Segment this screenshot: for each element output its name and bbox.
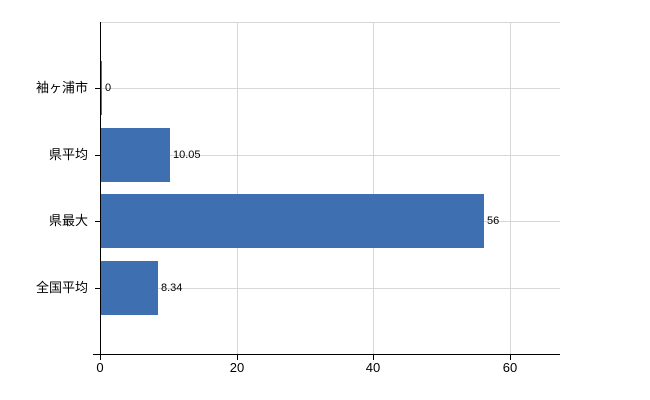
y-axis-tick bbox=[95, 288, 100, 289]
bar-3 bbox=[101, 194, 484, 248]
x-gridline bbox=[510, 22, 511, 354]
x-tick-label: 40 bbox=[365, 360, 381, 375]
x-tick-label: 20 bbox=[229, 360, 245, 375]
x-axis-tick bbox=[373, 354, 374, 360]
y-axis-tick bbox=[95, 155, 100, 156]
y-axis-tick bbox=[95, 221, 100, 222]
y-gridline bbox=[100, 288, 560, 289]
y-gridline bbox=[100, 155, 560, 156]
category-label: 袖ヶ浦市 bbox=[35, 80, 88, 95]
x-axis-tick bbox=[510, 354, 511, 360]
value-label: 0 bbox=[105, 82, 112, 94]
value-label: 8.34 bbox=[161, 282, 183, 294]
x-axis-tick bbox=[237, 354, 238, 360]
x-axis-line bbox=[93, 354, 560, 355]
category-label: 県最大 bbox=[48, 213, 88, 228]
bar-2 bbox=[101, 128, 170, 182]
x-tick-label: 0 bbox=[96, 360, 104, 375]
value-label: 56 bbox=[487, 215, 500, 227]
y-axis-tick bbox=[95, 88, 100, 89]
value-label: 10.05 bbox=[173, 149, 201, 161]
category-label: 全国平均 bbox=[35, 280, 88, 295]
x-tick-label: 60 bbox=[502, 360, 518, 375]
bar-1 bbox=[101, 61, 102, 115]
x-gridline bbox=[237, 22, 238, 354]
plot-top-border bbox=[100, 22, 560, 23]
y-gridline bbox=[100, 88, 560, 89]
category-label: 県平均 bbox=[48, 147, 88, 162]
y-axis-line bbox=[100, 22, 101, 360]
x-gridline bbox=[373, 22, 374, 354]
bar-4 bbox=[101, 261, 158, 315]
